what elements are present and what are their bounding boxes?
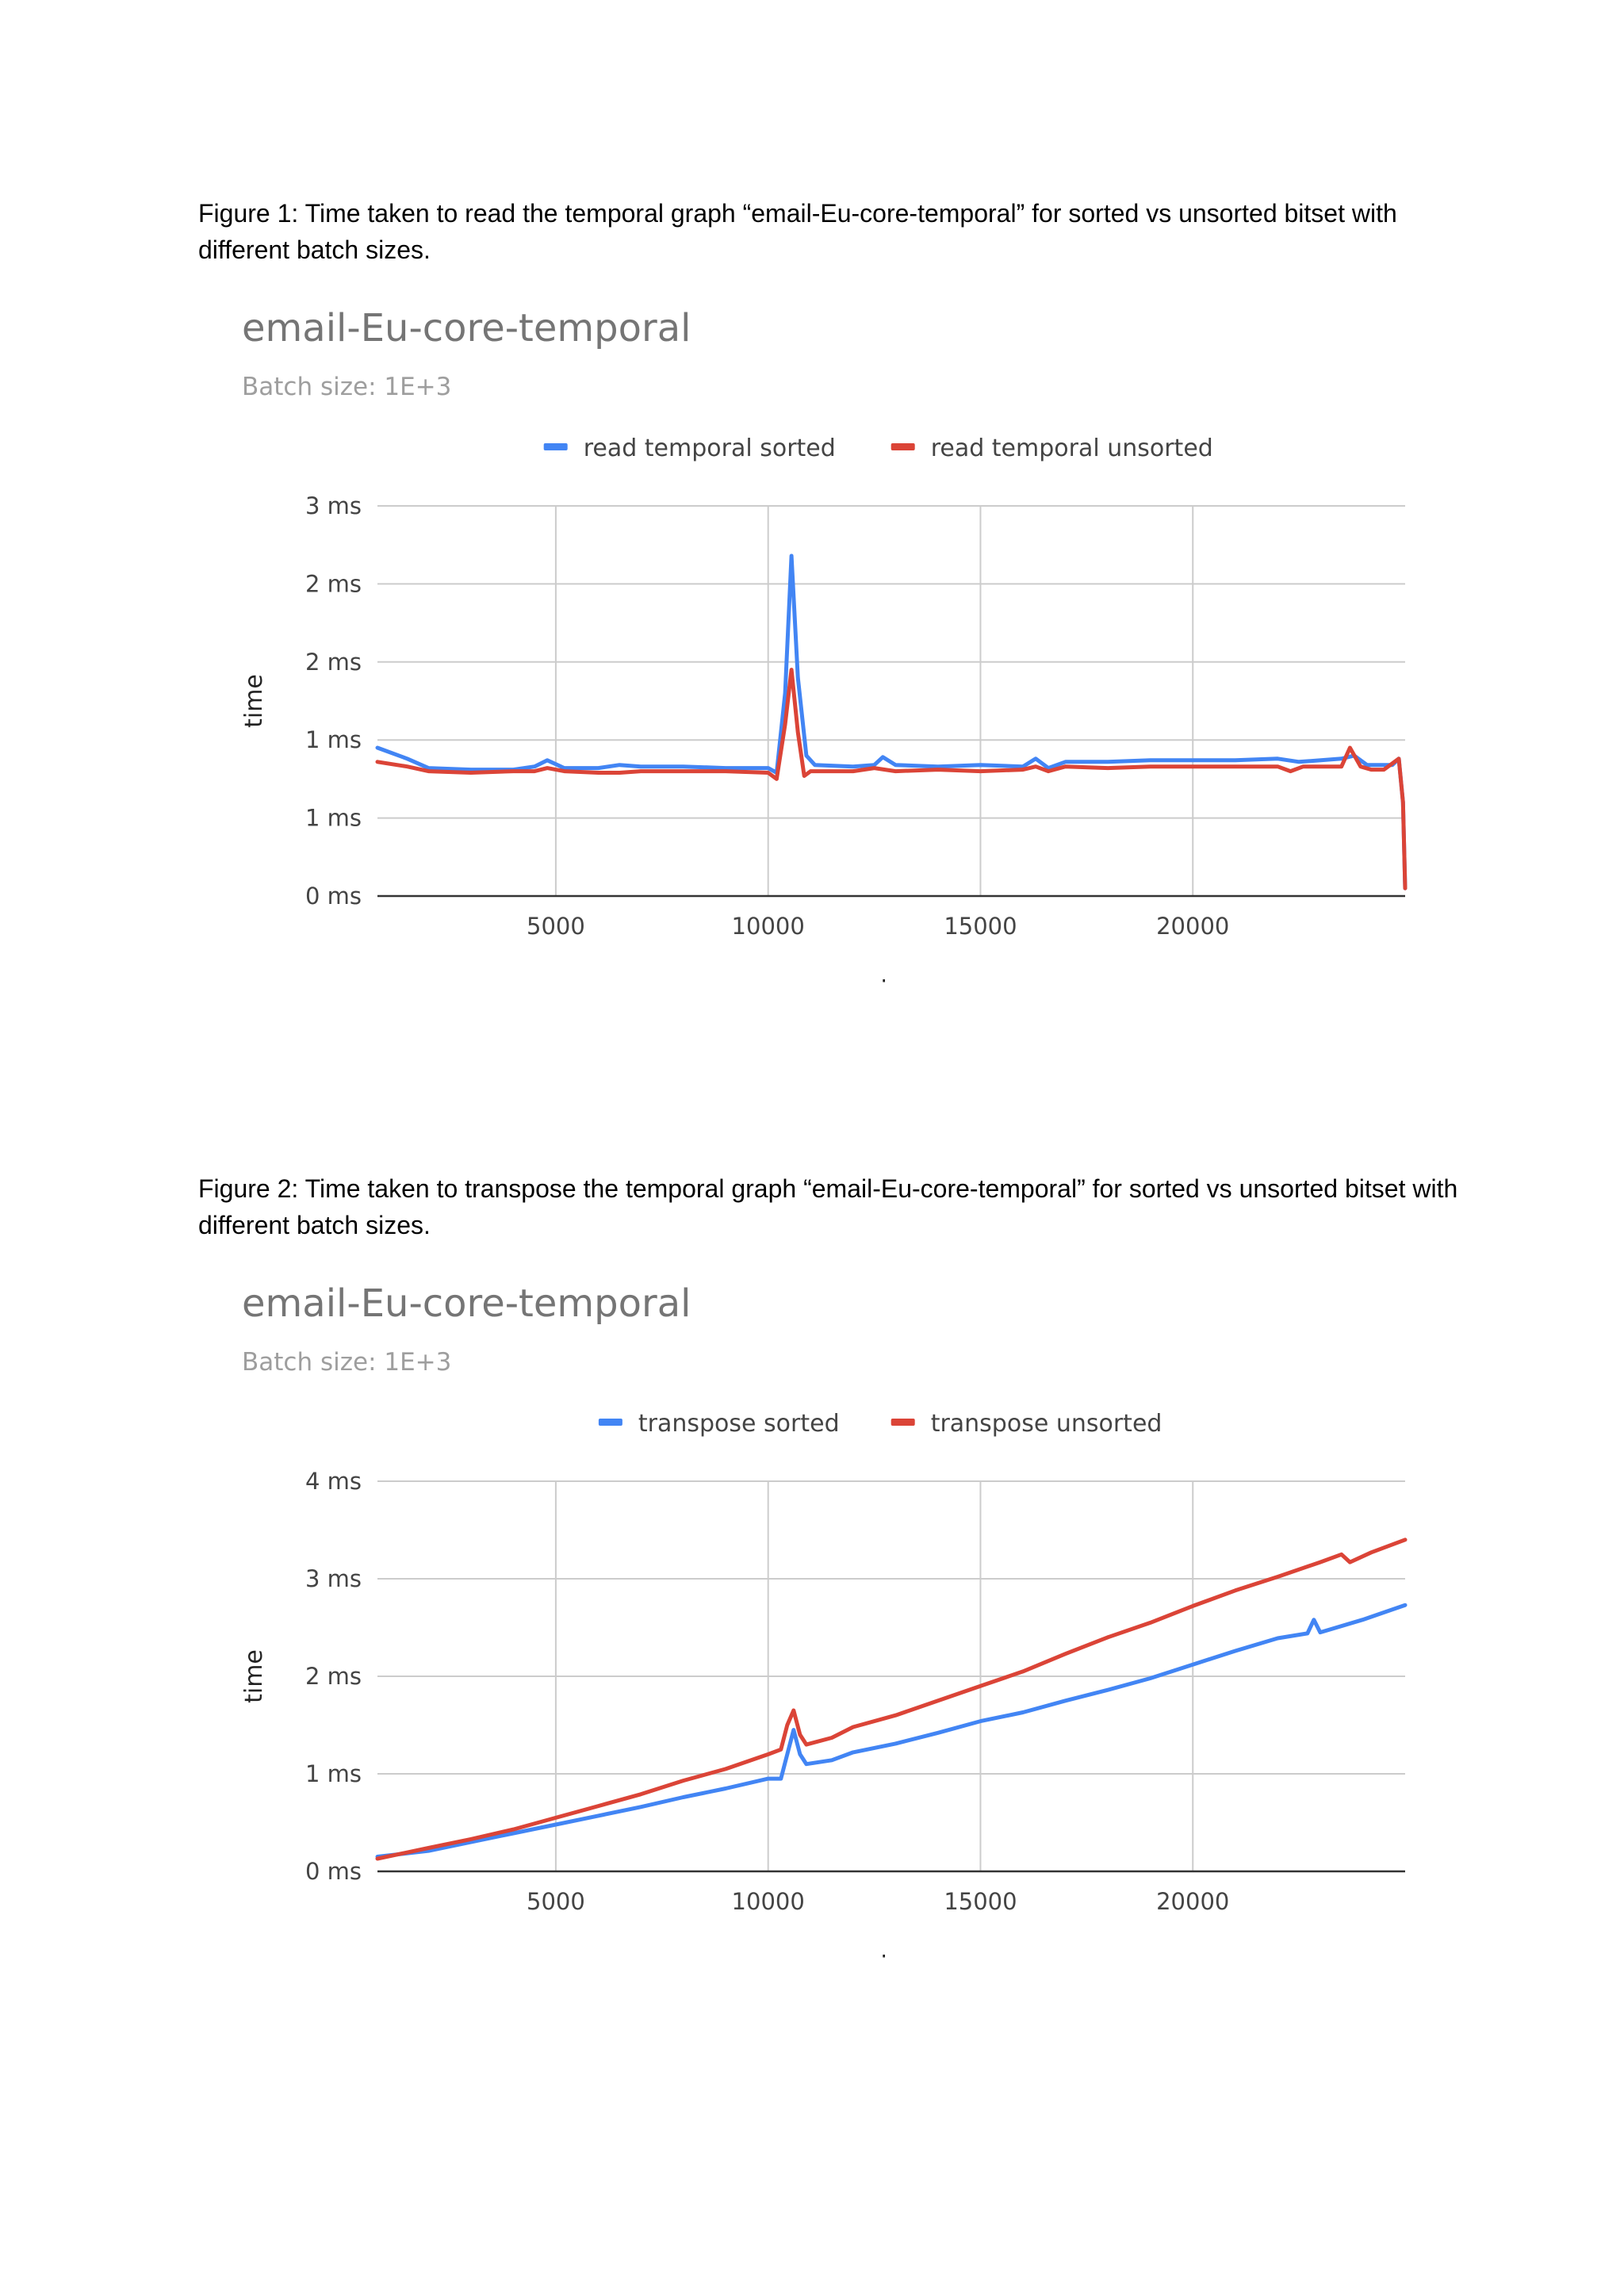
chart1-legend-label-1: read temporal unsorted: [931, 435, 1213, 462]
chart2-y-axis-label: time: [240, 1649, 268, 1703]
chart2-legend-swatch-1: [891, 1419, 915, 1426]
chart1-y-tick-4: 2 ms: [305, 570, 362, 597]
chart1-y-tick-2: 1 ms: [305, 726, 362, 753]
chart1-y-tick-3: 2 ms: [305, 649, 362, 676]
chart2-y-tick-1: 1 ms: [305, 1760, 362, 1787]
chart2-series-line-1: [375, 1538, 1408, 1861]
chart1-y-tick-0: 0 ms: [305, 883, 362, 910]
chart2-y-tick-2: 2 ms: [305, 1663, 362, 1690]
chart2-x-tick-3: 20000: [1156, 1888, 1229, 1915]
chart1-x-tick-3: 20000: [1156, 913, 1229, 940]
chart1-y-tick-1: 1 ms: [305, 805, 362, 832]
chart1-x-tick-1: 10000: [732, 913, 805, 940]
chart1-title: email-Eu-core-temporal: [242, 306, 691, 350]
chart1-series-line-0: [375, 553, 1408, 890]
chart1-x-axis-label: size: [868, 976, 914, 983]
chart1-x-tick-0: 5000: [527, 913, 585, 940]
figure-1-caption: Figure 1: Time taken to read the tempora…: [198, 199, 1397, 264]
chart2-legend-label-0: transpose sorted: [638, 1410, 840, 1438]
chart1-subtitle: Batch size: 1E+3: [242, 373, 451, 401]
chart-transpose-svg: email-Eu-core-temporal Batch size: 1E+3 tr…: [240, 1281, 1408, 1959]
chart-read-temporal: email-Eu-core-temporal Batch size: 1E+3 re…: [198, 293, 1443, 983]
chart2-series-line-0: [375, 1603, 1408, 1859]
chart1-legend-label-0: read temporal sorted: [584, 435, 836, 462]
figure-2-caption: Figure 2: Time taken to transpose the te…: [198, 1174, 1458, 1239]
chart2-x-tick-1: 10000: [732, 1888, 805, 1915]
chart2-x-axis-label: size: [868, 1951, 914, 1959]
chart2-y-tick-0: 0 ms: [305, 1858, 362, 1885]
chart2-y-tick-4: 4 ms: [305, 1468, 362, 1495]
chart2-title: email-Eu-core-temporal: [242, 1281, 691, 1326]
chart-transpose: email-Eu-core-temporal Batch size: 1E+3 tr…: [198, 1269, 1443, 1959]
chart2-legend-swatch-0: [598, 1419, 622, 1426]
chart2-subtitle: Batch size: 1E+3: [242, 1348, 451, 1377]
chart1-y-tick-5: 3 ms: [305, 492, 362, 519]
chart2-y-tick-3: 3 ms: [305, 1565, 362, 1592]
chart1-legend-swatch-1: [891, 443, 915, 450]
chart1-x-tick-2: 15000: [944, 913, 1017, 940]
chart1-y-axis-label: time: [240, 674, 268, 728]
chart1-series-line-1: [375, 668, 1408, 890]
chart-read-temporal-svg: email-Eu-core-temporal Batch size: 1E+3 re…: [240, 306, 1408, 983]
chart2-legend-label-1: transpose unsorted: [931, 1410, 1162, 1438]
chart2-x-tick-0: 5000: [527, 1888, 585, 1915]
chart1-legend-swatch-0: [543, 443, 568, 450]
chart2-x-tick-2: 15000: [944, 1888, 1017, 1915]
